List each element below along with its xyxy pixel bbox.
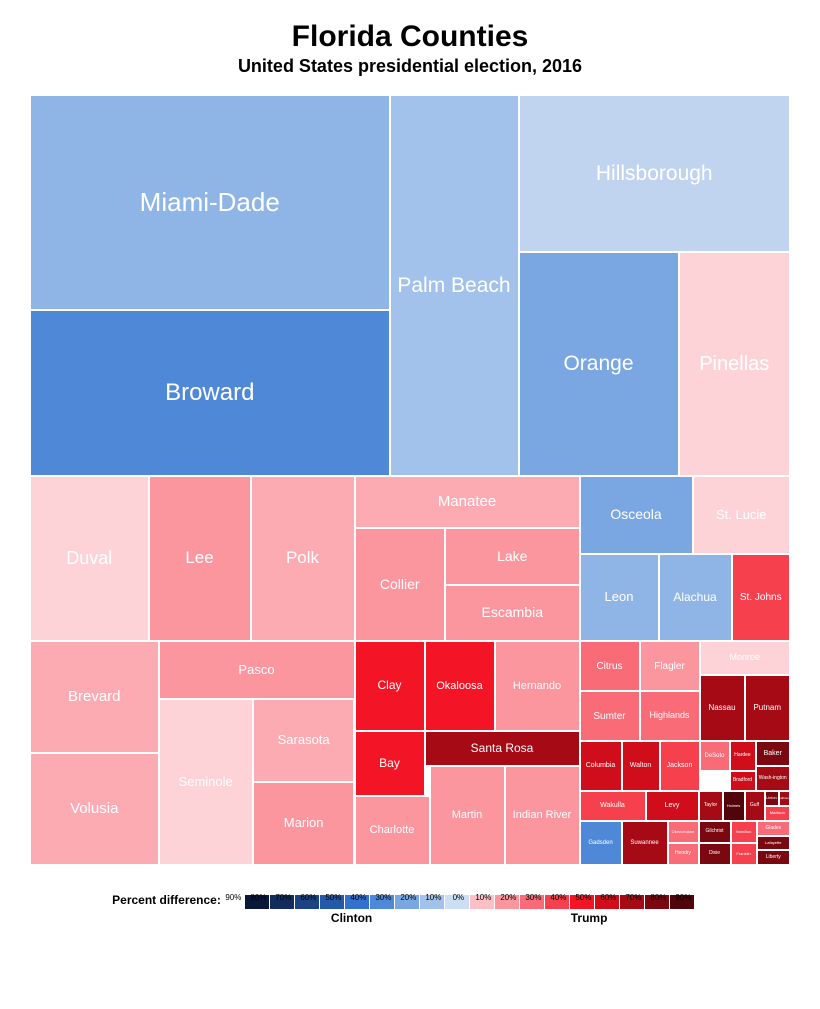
legend-tick: 20% (396, 893, 421, 905)
legend-tick: 50% (571, 893, 596, 905)
treemap-cell: Sarasota (253, 699, 355, 782)
treemap-cell: Bradford (730, 771, 756, 791)
treemap-cell: Lake (445, 528, 580, 585)
legend-tick: 80% (646, 893, 671, 905)
treemap-cell: Indian River (505, 766, 580, 865)
treemap-cell: Flagler (640, 641, 700, 691)
treemap-cell: Putnam (745, 675, 791, 741)
treemap-cell: Highlands (640, 691, 700, 741)
treemap-cell: Palm Beach (390, 95, 519, 476)
treemap-cell: Nassau (700, 675, 745, 741)
treemap-cell: Dixie (699, 843, 731, 865)
treemap-cell: Volusia (30, 753, 159, 865)
treemap-cell: Holmes (723, 791, 745, 821)
treemap-container: Miami-DadeBrowardPalm BeachHillsboroughO… (30, 95, 790, 865)
legend: Percent difference: 90%80%70%60%50%40%30… (30, 883, 790, 925)
treemap-cell: Union (765, 791, 779, 806)
treemap-cell: Wash-ington (756, 766, 791, 791)
treemap-cell: Okeechobee (668, 821, 699, 843)
treemap-cell: Manatee (355, 476, 580, 528)
treemap-cell: Jackson (660, 741, 700, 791)
treemap-cell: Hardee (730, 741, 756, 771)
treemap-cell: Orange (519, 252, 679, 476)
treemap-cell: Wakulla (580, 791, 646, 821)
treemap-cell: St. Johns (732, 554, 791, 641)
treemap-cell: Walton (622, 741, 660, 791)
legend-tick: 10% (421, 893, 446, 905)
treemap-cell: Pasco (159, 641, 355, 699)
treemap-cell: Alachua (659, 554, 732, 641)
treemap-cell: Levy (646, 791, 699, 821)
treemap-cell: Broward (30, 310, 390, 477)
treemap-cell: Miami-Dade (30, 95, 390, 310)
legend-tick: 20% (496, 893, 521, 905)
legend-tick: 50% (321, 893, 346, 905)
legend-tick: 40% (346, 893, 371, 905)
legend-label: Percent difference: (112, 883, 221, 907)
legend-tick: 30% (521, 893, 546, 905)
treemap-cell: Collier (355, 528, 446, 641)
treemap-cell: Glades (757, 821, 791, 836)
treemap-cell: Suwannee (622, 821, 668, 865)
legend-scale: 90%80%70%60%50%40%30%20%10%0%10%20%30%40… (233, 883, 708, 925)
treemap-cell: Clay (355, 641, 425, 731)
treemap-cell: Calhoun (779, 791, 791, 806)
treemap-cell: Lafayette (757, 836, 791, 850)
treemap-cell: Marion (253, 782, 355, 865)
legend-tick: 90% (671, 893, 696, 905)
treemap-cell: Sumter (580, 691, 640, 741)
treemap-cell: DeSoto (700, 741, 730, 771)
chart-subtitle: United States presidential election, 201… (30, 56, 790, 77)
treemap-cell: Duval (30, 476, 149, 641)
legend-tick: 70% (621, 893, 646, 905)
legend-tick: 80% (246, 893, 271, 905)
legend-tick: 30% (371, 893, 396, 905)
treemap-cell: Brevard (30, 641, 159, 753)
treemap-cell: Monroe (700, 641, 791, 675)
treemap-cell: Polk (251, 476, 355, 641)
treemap-cell: St. Lucie (693, 476, 791, 554)
legend-tick: 60% (596, 893, 621, 905)
treemap-cell: Osceola (580, 476, 693, 554)
treemap-cell: Citrus (580, 641, 640, 691)
treemap-cell: Martin (430, 766, 505, 865)
treemap-cell: Escambia (445, 585, 580, 642)
treemap-cell: Franklin (731, 843, 757, 865)
legend-tick: 40% (546, 893, 571, 905)
legend-ticks: 90%80%70%60%50%40%30%20%10%0%10%20%30%40… (221, 907, 696, 919)
treemap-cell: Baker (756, 741, 791, 766)
treemap-cell: Leon (580, 554, 659, 641)
treemap-cell: Charlotte (355, 796, 430, 865)
treemap-cell: Okaloosa (425, 641, 495, 731)
treemap-cell: Columbia (580, 741, 622, 791)
legend-tick: 90% (221, 893, 246, 905)
treemap-cell: Hendry (668, 843, 699, 865)
chart-title: Florida Counties (30, 20, 790, 54)
treemap-cell: Seminole (159, 699, 253, 865)
treemap-cell: Gulf (745, 791, 765, 821)
treemap-cell: Hernando (495, 641, 580, 731)
treemap-cell: Gadsden (580, 821, 622, 865)
legend-tick: 0% (446, 893, 471, 905)
legend-tick: 10% (471, 893, 496, 905)
legend-tick: 70% (271, 893, 296, 905)
treemap-cell: Pinellas (679, 252, 791, 476)
treemap-cell: Santa Rosa (425, 731, 580, 766)
treemap-cell: Gilchrist (699, 821, 731, 843)
legend-tick: 60% (296, 893, 321, 905)
treemap-cell: Hamilton (731, 821, 757, 843)
treemap-cell: Hillsborough (519, 95, 791, 252)
treemap-cell: Madison (765, 806, 791, 821)
treemap-cell: Bay (355, 731, 425, 796)
treemap-cell: Lee (149, 476, 251, 641)
treemap-cell: Liberty (757, 850, 791, 865)
treemap-cell: Taylor (699, 791, 723, 821)
